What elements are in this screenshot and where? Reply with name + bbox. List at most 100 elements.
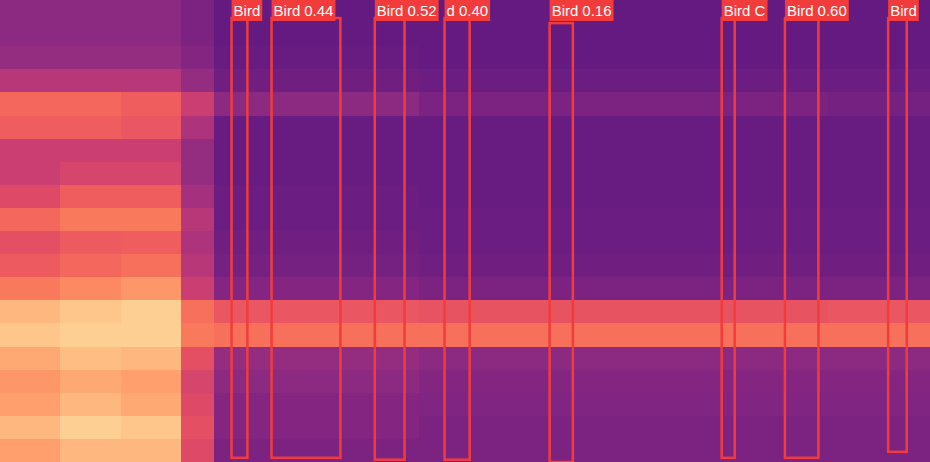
label-class: Bird bbox=[377, 2, 404, 19]
spectrogram-cell bbox=[60, 323, 120, 346]
spectrogram-cell bbox=[121, 370, 181, 393]
spectrogram-cell bbox=[181, 46, 214, 69]
detection-box bbox=[445, 18, 470, 460]
spectrogram-cell bbox=[419, 208, 624, 231]
spectrogram-cell bbox=[121, 300, 181, 323]
spectrogram-cell bbox=[60, 23, 120, 46]
spectrogram-cell bbox=[623, 231, 828, 254]
spectrogram-cell bbox=[828, 439, 930, 462]
spectrogram-cell bbox=[121, 323, 181, 346]
spectrogram-cell bbox=[121, 231, 181, 254]
spectrogram-cell bbox=[419, 116, 624, 139]
spectrogram-cell bbox=[0, 162, 60, 185]
spectrogram-cell bbox=[0, 347, 60, 370]
spectrogram-cell bbox=[419, 139, 624, 162]
spectrogram-cell bbox=[60, 46, 120, 69]
spectrogram-cell bbox=[0, 46, 60, 69]
spectrogram-cell bbox=[181, 370, 214, 393]
label-class: Bird bbox=[787, 2, 814, 19]
spectrogram-cell bbox=[60, 370, 120, 393]
spectrogram-cell bbox=[0, 323, 60, 346]
plot-area bbox=[0, 0, 930, 462]
spectrogram-cell bbox=[181, 323, 214, 346]
spectrogram-cell bbox=[60, 116, 120, 139]
spectrogram-cell bbox=[828, 416, 930, 439]
detection-box bbox=[888, 18, 907, 452]
detection-label: Bird0.16 bbox=[550, 0, 614, 21]
spectrogram-cell bbox=[181, 69, 214, 92]
detection-label: Bird0.60 bbox=[785, 0, 849, 21]
spectrogram-cell bbox=[181, 277, 214, 300]
spectrogram-cell bbox=[121, 116, 181, 139]
label-score: 0.16 bbox=[582, 2, 611, 19]
spectrogram-cell bbox=[828, 254, 930, 277]
spectrogram-cell bbox=[181, 92, 214, 115]
label-background bbox=[785, 0, 849, 21]
spectrogram-cell bbox=[623, 69, 828, 92]
detection-box bbox=[550, 23, 573, 462]
label-background bbox=[232, 0, 263, 21]
spectrogram-cell bbox=[60, 254, 120, 277]
spectrogram-cell bbox=[181, 439, 214, 462]
spectrogram-cell bbox=[60, 231, 120, 254]
label-text: Bird0.52 bbox=[377, 2, 437, 19]
spectrogram-cell bbox=[121, 69, 181, 92]
spectrogram-cell bbox=[419, 254, 624, 277]
spectrogram-cell bbox=[419, 23, 624, 46]
spectrogram-cell bbox=[181, 185, 214, 208]
label-text: d0.40 bbox=[447, 2, 489, 19]
spectrogram-cell bbox=[623, 23, 828, 46]
spectrogram-cell bbox=[623, 185, 828, 208]
label-background bbox=[375, 0, 439, 21]
spectrogram-cell bbox=[121, 416, 181, 439]
detection-boxes bbox=[232, 18, 907, 462]
spectrogram-cell bbox=[181, 208, 214, 231]
spectrogram-cell bbox=[828, 393, 930, 416]
spectrogram-cell bbox=[60, 347, 120, 370]
spectrogram-cell bbox=[0, 393, 60, 416]
detection-label: Bird bbox=[232, 0, 263, 21]
spectrogram-cell bbox=[121, 393, 181, 416]
spectrogram-cell bbox=[623, 139, 828, 162]
spectrogram-cell bbox=[60, 393, 120, 416]
spectrogram-cell bbox=[0, 116, 60, 139]
spectrogram-cell bbox=[419, 92, 624, 115]
spectrogram-cell bbox=[214, 46, 419, 69]
detection-box bbox=[722, 18, 735, 458]
label-class: Bird bbox=[234, 2, 261, 19]
spectrogram-cell bbox=[0, 439, 60, 462]
spectrogram-cell bbox=[60, 300, 120, 323]
spectrogram-cell bbox=[60, 277, 120, 300]
spectrogram-cell bbox=[60, 69, 120, 92]
spectrogram-cell bbox=[60, 185, 120, 208]
label-text: Bird0.60 bbox=[787, 2, 847, 19]
spectrogram-cell bbox=[419, 69, 624, 92]
spectrogram-cell bbox=[214, 116, 419, 139]
detection-label: d0.40 bbox=[445, 0, 491, 21]
spectrogram-cell bbox=[214, 185, 419, 208]
label-class: Bird bbox=[274, 2, 301, 19]
spectrogram-cell bbox=[623, 208, 828, 231]
label-class: Bird bbox=[552, 2, 579, 19]
spectrogram-cell bbox=[214, 139, 419, 162]
spectrogram-cell bbox=[181, 231, 214, 254]
spectrogram-cell bbox=[214, 347, 419, 370]
detection-label: Bird bbox=[888, 0, 919, 21]
spectrogram-cell bbox=[181, 116, 214, 139]
spectrogram-cell bbox=[828, 277, 930, 300]
spectrogram-cell bbox=[181, 416, 214, 439]
spectrogram-cell bbox=[214, 69, 419, 92]
spectrogram-cell bbox=[828, 69, 930, 92]
spectrogram-cell bbox=[0, 254, 60, 277]
spectrogram-cell bbox=[214, 208, 419, 231]
label-class: Bird C bbox=[724, 2, 766, 19]
label-score: 0.40 bbox=[459, 2, 488, 19]
spectrogram-cell bbox=[419, 393, 624, 416]
spectrogram-cell bbox=[419, 277, 624, 300]
spectrogram-cell bbox=[214, 254, 419, 277]
label-background bbox=[272, 0, 336, 21]
spectrogram-cell bbox=[419, 0, 624, 23]
spectrogram-cell bbox=[121, 139, 181, 162]
detection-box bbox=[785, 18, 818, 458]
spectrogram-cell bbox=[60, 439, 120, 462]
